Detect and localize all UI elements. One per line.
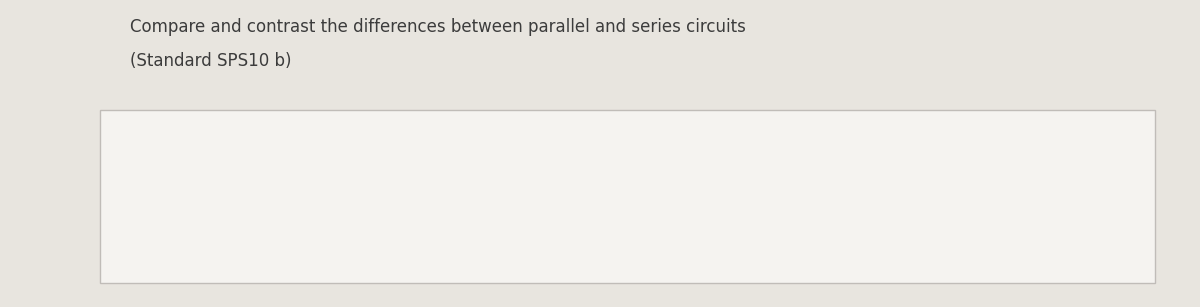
Bar	[100, 110, 1154, 283]
Text: (Standard SPS10 b): (Standard SPS10 b)	[130, 52, 292, 70]
Text: Compare and contrast the differences between parallel and series circuits: Compare and contrast the differences bet…	[130, 18, 746, 36]
